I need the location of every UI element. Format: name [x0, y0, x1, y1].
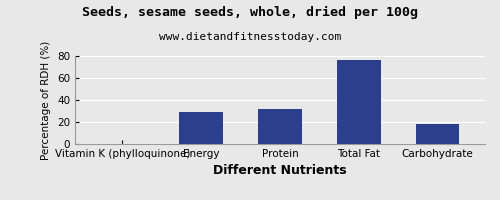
- X-axis label: Different Nutrients: Different Nutrients: [213, 164, 347, 177]
- Bar: [337, 60, 380, 144]
- Bar: [180, 112, 223, 144]
- Text: www.dietandfitnesstoday.com: www.dietandfitnesstoday.com: [159, 32, 341, 42]
- Text: Seeds, sesame seeds, whole, dried per 100g: Seeds, sesame seeds, whole, dried per 10…: [82, 6, 418, 19]
- Y-axis label: Percentage of RDH (%): Percentage of RDH (%): [42, 40, 51, 160]
- Bar: [416, 124, 460, 144]
- Bar: [258, 109, 302, 144]
